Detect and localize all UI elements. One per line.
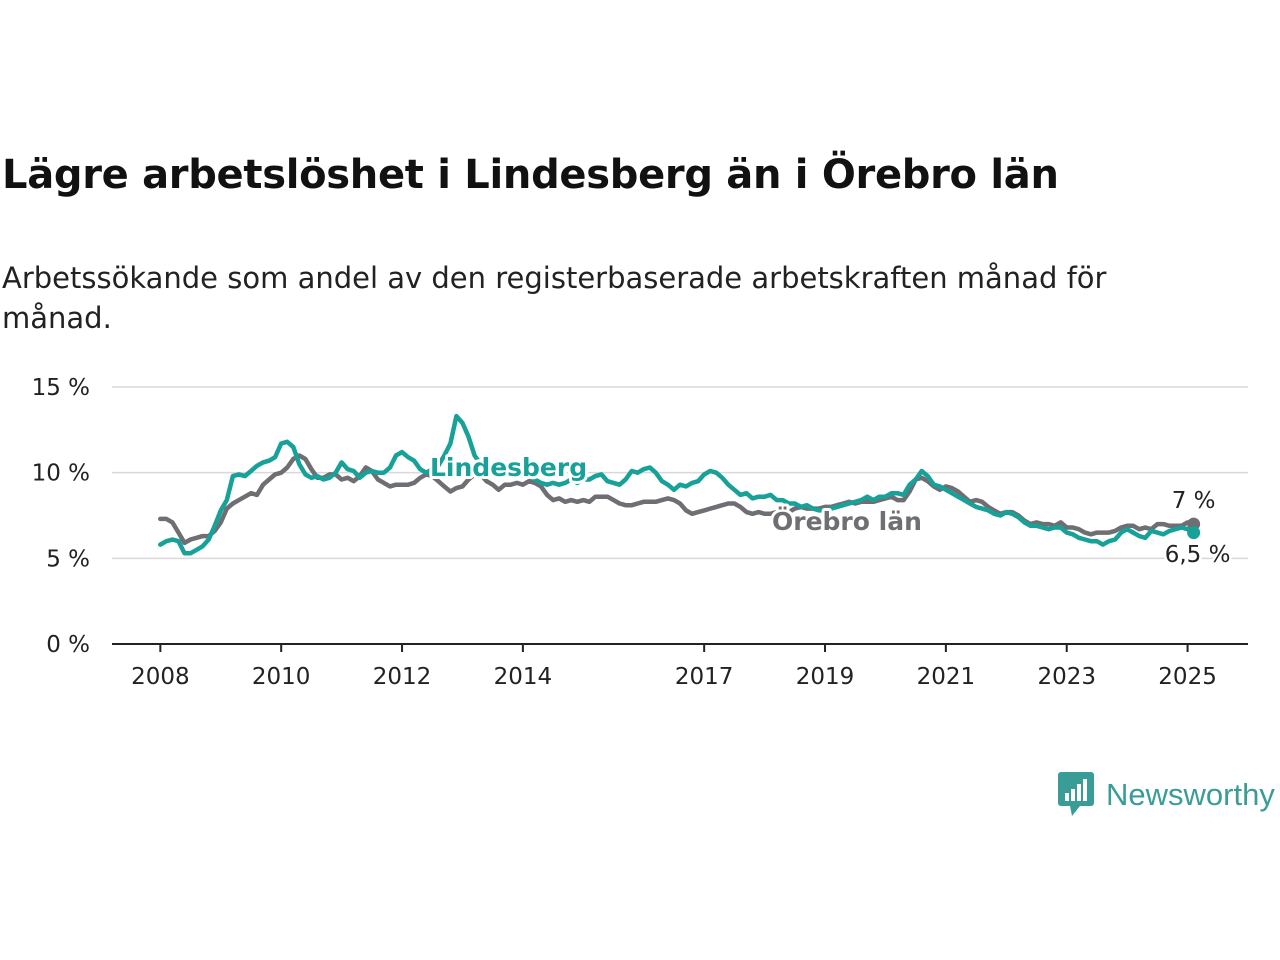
- x-tick-label: 2012: [373, 664, 432, 690]
- newsworthy-logo-text: Newsworthy: [1106, 777, 1275, 812]
- x-tick-label: 2010: [252, 664, 311, 690]
- series-label-orebro-lan: Örebro län: [772, 506, 922, 536]
- end-label-orebro-lan: 7 %: [1172, 488, 1216, 514]
- series-line-orebro-lan: [158, 453, 1196, 546]
- series-labels: Lindesberg Örebro län 7 % 6,5 %: [427, 450, 1233, 571]
- chart-title: Lägre arbetslöshet i Lindesberg än i Öre…: [2, 152, 1059, 198]
- x-tick-label: 2019: [796, 664, 855, 690]
- series-label-lindesberg: Lindesberg: [430, 453, 587, 482]
- y-tick-label: 10 %: [32, 461, 90, 487]
- end-point-lindesberg: [1187, 526, 1201, 540]
- y-tick-label: 0 %: [46, 632, 90, 658]
- chart-subtitle: Arbetssökande som andel av den registerb…: [2, 261, 1107, 335]
- axes: 0 % 5 % 10 % 15 % 2008 2010 2012 2014 2017 2019 20…: [32, 375, 1248, 690]
- x-tick-label: 2017: [675, 664, 734, 690]
- series-line-lindesberg: [158, 413, 1196, 556]
- x-tick-label: 2023: [1037, 664, 1096, 690]
- y-tick-label: 15 %: [32, 375, 90, 401]
- newsworthy-logo: Newsworthy: [1058, 772, 1275, 818]
- newsworthy-logo-icon: [1058, 772, 1094, 816]
- series-lines: [158, 413, 1196, 556]
- x-tick-label: 2008: [131, 664, 190, 690]
- x-tick-label: 2014: [494, 664, 553, 690]
- y-tick-label: 5 %: [46, 546, 90, 572]
- end-label-lindesberg: 6,5 %: [1165, 542, 1231, 568]
- x-tick-label: 2025: [1158, 664, 1217, 690]
- gridlines: [112, 386, 1248, 560]
- x-tick-label: 2021: [917, 664, 976, 690]
